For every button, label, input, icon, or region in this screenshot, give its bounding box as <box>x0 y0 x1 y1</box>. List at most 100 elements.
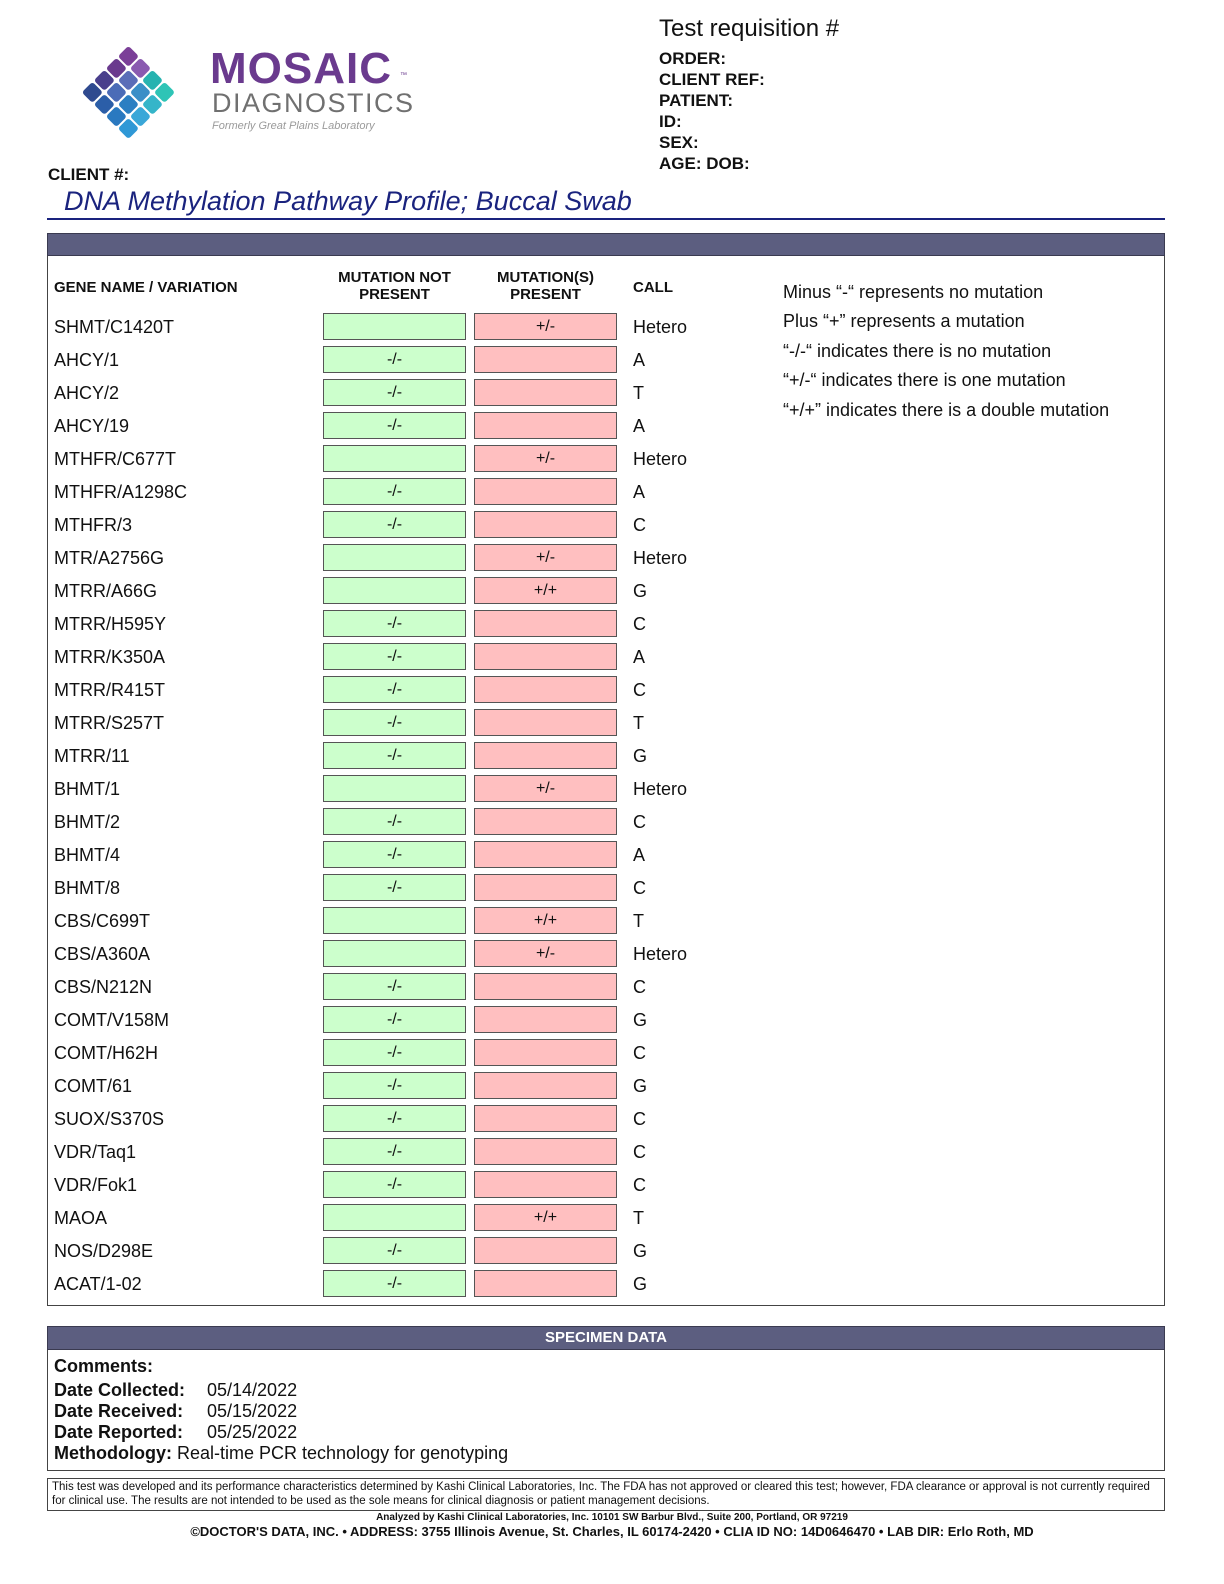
gene-name: NOS/D298E <box>54 1241 154 1261</box>
call-value: A <box>633 416 646 436</box>
mutation-present-cell <box>474 808 617 835</box>
client-number-label: CLIENT #: <box>48 165 130 184</box>
mutation-not-present-cell: -/- <box>323 643 466 670</box>
gene-name: MTRR/11 <box>54 746 130 766</box>
report-title: DNA Methylation Pathway Profile; Buccal … <box>64 186 632 216</box>
date-received-label: Date Received: <box>54 1401 184 1421</box>
mutation-not-present-cell: -/- <box>323 1072 466 1099</box>
call-value: C <box>633 1175 646 1195</box>
mutation-present-cell <box>474 1105 617 1132</box>
gene-name: COMT/V158M <box>54 1010 170 1030</box>
gene-name: CBS/A360A <box>54 944 151 964</box>
mutation-not-present-cell <box>323 544 466 571</box>
mutation-present-cell <box>474 478 617 505</box>
mutation-present-cell: +/+ <box>474 1204 617 1231</box>
mutation-not-present-cell: -/- <box>323 346 466 373</box>
date-reported-label: Date Reported: <box>54 1422 184 1442</box>
table-row: COMT/V158M -/- G <box>0 1006 1224 1039</box>
mutation-present-cell: +/- <box>474 940 617 967</box>
table-row: MTRR/S257T -/- T <box>0 709 1224 742</box>
mutation-present-cell <box>474 1039 617 1066</box>
date-reported-value: 05/25/2022 <box>207 1422 298 1442</box>
order-label: ORDER: <box>659 49 727 68</box>
mutation-not-present-cell: -/- <box>323 1270 466 1297</box>
legend-item: Plus “+” represents a mutation <box>783 311 1025 332</box>
results-panel <box>47 256 1165 1306</box>
call-value: C <box>633 515 646 535</box>
disclaimer: This test was developed and its performa… <box>47 1478 1165 1511</box>
requisition-info: Test requisition # ORDER: CLIENT REF: PA… <box>659 15 839 174</box>
analyzed-by: Analyzed by Kashi Clinical Laboratories,… <box>376 1512 848 1523</box>
mutation-present-cell <box>474 643 617 670</box>
gene-name: BHMT/2 <box>54 812 121 832</box>
table-row: CBS/N212N -/- C <box>0 973 1224 1006</box>
table-row: MTRR/11 -/- G <box>0 742 1224 775</box>
mosaic-logo-icon <box>82 46 174 138</box>
gene-name: MTRR/A66G <box>54 581 158 601</box>
mutation-present-cell <box>474 1072 617 1099</box>
mutation-not-present-cell: -/- <box>323 1039 466 1066</box>
mutation-present-cell <box>474 841 617 868</box>
gene-name: MTR/A2756G <box>54 548 165 568</box>
gene-name: CBS/N212N <box>54 977 153 997</box>
mutation-not-present-cell <box>323 577 466 604</box>
mutation-not-present-cell <box>323 940 466 967</box>
mutation-not-present-cell: -/- <box>323 511 466 538</box>
call-value: C <box>633 1043 646 1063</box>
specimen-panel <box>47 1350 1165 1471</box>
mutation-present-cell: +/+ <box>474 907 617 934</box>
results-header-bar <box>47 233 1165 256</box>
title-divider <box>47 218 1165 220</box>
gene-name: MTRR/S257T <box>54 713 165 733</box>
mutation-not-present-cell <box>323 1204 466 1231</box>
mutation-present-cell <box>474 709 617 736</box>
mutation-present-cell <box>474 1171 617 1198</box>
call-value: A <box>633 482 646 502</box>
column-header-not-present: MUTATION NOT PRESENT <box>338 269 451 303</box>
table-row: NOS/D298E -/- G <box>0 1237 1224 1270</box>
table-row: MTRR/A66G +/+ G <box>0 577 1224 610</box>
gene-name: SUOX/S370S <box>54 1109 165 1129</box>
table-row: BHMT/1 +/- Hetero <box>0 775 1224 808</box>
mutation-not-present-cell: -/- <box>323 1138 466 1165</box>
table-row: AHCY/19 -/- A <box>0 412 1224 445</box>
methodology-line: Methodology: Real-time PCR technology fo… <box>54 1443 509 1463</box>
gene-name: COMT/H62H <box>54 1043 159 1063</box>
mutation-present-cell: +/- <box>474 445 617 472</box>
call-value: Hetero <box>633 317 688 337</box>
call-value: G <box>633 581 648 601</box>
call-value: C <box>633 878 646 898</box>
patient-label: PATIENT: <box>659 91 733 110</box>
column-header-gene: GENE NAME / VARIATION <box>54 279 238 296</box>
table-row: MTRR/R415T -/- C <box>0 676 1224 709</box>
gene-name: BHMT/4 <box>54 845 121 865</box>
methodology-value: Real-time PCR technology for genotyping <box>177 1443 509 1463</box>
table-row: ACAT/1-02 -/- G <box>0 1270 1224 1303</box>
call-value: G <box>633 1274 648 1294</box>
mutation-present-cell: +/- <box>474 544 617 571</box>
column-header-call: CALL <box>633 279 673 296</box>
call-value: A <box>633 647 646 667</box>
mutation-not-present-cell: -/- <box>323 478 466 505</box>
date-received-value: 05/15/2022 <box>207 1401 298 1421</box>
call-value: T <box>633 1208 644 1228</box>
table-row: BHMT/2 -/- C <box>0 808 1224 841</box>
call-value: T <box>633 911 644 931</box>
mutation-present-cell <box>474 1237 617 1264</box>
table-row: VDR/Taq1 -/- C <box>0 1138 1224 1171</box>
gene-name: AHCY/19 <box>54 416 130 436</box>
mutation-present-cell <box>474 874 617 901</box>
call-value: T <box>633 713 644 733</box>
gene-name: BHMT/8 <box>54 878 121 898</box>
call-value: A <box>633 845 646 865</box>
mutation-present-cell: +/- <box>474 775 617 802</box>
call-value: C <box>633 977 646 997</box>
mutation-not-present-cell: -/- <box>323 1105 466 1132</box>
gene-name: MTRR/H595Y <box>54 614 167 634</box>
mutation-not-present-cell: -/- <box>323 610 466 637</box>
mutation-present-cell: +/- <box>474 313 617 340</box>
mutation-present-cell <box>474 1138 617 1165</box>
mutation-present-cell <box>474 676 617 703</box>
mutation-not-present-cell: -/- <box>323 808 466 835</box>
mutation-present-cell <box>474 742 617 769</box>
